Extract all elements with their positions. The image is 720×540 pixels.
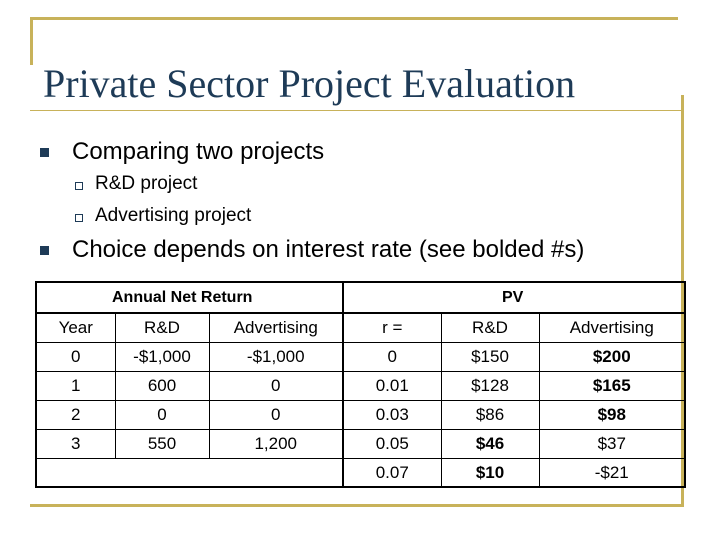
square-bullet-icon (40, 148, 49, 157)
bullet-text: Comparing two projects (72, 138, 325, 165)
table-row: 3 550 1,200 0.05 $46 $37 (37, 429, 684, 459)
table-cell (115, 458, 209, 487)
table-cell: 2 (37, 400, 116, 430)
table-cell: $46 (440, 429, 540, 459)
table-row: 2 0 0 0.03 $86 $98 (37, 400, 684, 430)
table-cell: 0 (208, 371, 344, 401)
hollow-square-bullet-icon (75, 182, 83, 190)
table-cell: -$1,000 (114, 342, 210, 372)
table-cell: 0.07 (342, 458, 442, 487)
header-cell: Advertising (208, 312, 344, 343)
evaluation-table: Annual Net Return PV Year R&D Advertisin… (35, 281, 686, 488)
slide-title: Private Sector Project Evaluation (43, 61, 576, 106)
table-cell: 550 (114, 429, 210, 459)
bullet-text: Choice depends on interest rate (see bol… (72, 236, 585, 263)
hollow-square-bullet-icon (75, 214, 83, 222)
table-cell: $10 (440, 458, 540, 487)
sub-bullet-text: R&D project (95, 173, 198, 194)
table-cell: 0.05 (342, 429, 442, 459)
group-header-annual-net-return: Annual Net Return (112, 289, 253, 306)
header-cell: Year (37, 312, 116, 343)
table-row: 0.07 $10 -$21 (37, 458, 684, 487)
header-cell: r = (342, 312, 442, 343)
table-cell: $150 (440, 342, 540, 372)
table-cell: $98 (538, 400, 684, 430)
table-cell: $165 (538, 371, 684, 401)
sub-bullet-text: Advertising project (95, 205, 252, 226)
table-cell: 3 (37, 429, 116, 459)
header-cell: Advertising (538, 312, 684, 343)
header-cell: R&D (114, 312, 210, 343)
table-cell: 1,200 (208, 429, 344, 459)
group-header-pv: PV (502, 289, 524, 306)
table-cell: $200 (538, 342, 684, 372)
table-cell: 0 (114, 400, 210, 430)
header-cell: R&D (440, 312, 540, 343)
table-cell: 0 (342, 342, 442, 372)
table-cell: 0.03 (342, 400, 442, 430)
group-header-divider (342, 283, 344, 312)
table-cell: $86 (440, 400, 540, 430)
table-cell: 0.01 (342, 371, 442, 401)
table-row: 0 -$1,000 -$1,000 0 $150 $200 (37, 342, 684, 372)
table-header-row: Year R&D Advertising r = R&D Advertising (37, 312, 684, 343)
table-cell: 0 (208, 400, 344, 430)
frame-right-rule (681, 95, 684, 507)
data-table: Year R&D Advertising r = R&D Advertising… (37, 312, 684, 487)
table-cell: -$21 (538, 458, 684, 487)
frame-top-rule (30, 17, 678, 20)
table-cell: -$1,000 (208, 342, 344, 372)
title-underline (30, 110, 684, 111)
frame-left-rule (30, 17, 33, 65)
table-cell: 0 (37, 342, 116, 372)
table-row: 1 600 0 0.01 $128 $165 (37, 371, 684, 401)
table-cell (37, 458, 115, 487)
frame-bottom-rule (30, 504, 684, 507)
table-cell: 1 (37, 371, 116, 401)
table-cell: 600 (114, 371, 210, 401)
table-cell (209, 458, 343, 487)
table-cell: $128 (440, 371, 540, 401)
square-bullet-icon (40, 246, 49, 255)
table-cell: $37 (538, 429, 684, 459)
